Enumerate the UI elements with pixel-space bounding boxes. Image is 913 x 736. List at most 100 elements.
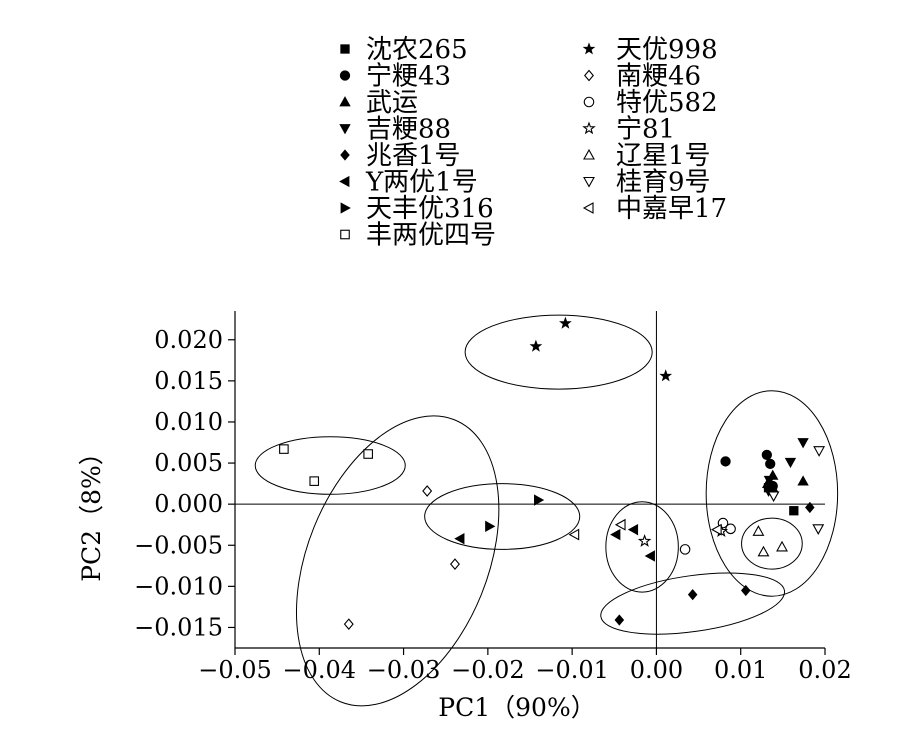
data-point-5-1 bbox=[614, 614, 625, 626]
legend-marker-6 bbox=[339, 175, 350, 188]
data-point-11-3 bbox=[725, 523, 736, 535]
legend-label: 武运 bbox=[366, 88, 418, 118]
data-point-9-2 bbox=[559, 316, 572, 329]
x-tick-label: −0.01 bbox=[535, 656, 609, 684]
data-point-4-3 bbox=[763, 475, 776, 487]
data-point-14-1 bbox=[813, 446, 826, 457]
data-point-4-2 bbox=[784, 457, 797, 469]
legend-label: 吉粳88 bbox=[366, 115, 451, 145]
legend-marker-3 bbox=[339, 96, 351, 107]
y-tick-label: −0.010 bbox=[134, 572, 223, 600]
cluster-ellipse bbox=[705, 390, 839, 597]
cluster-ellipse bbox=[605, 501, 679, 593]
y-tick-label: 0.005 bbox=[154, 449, 223, 477]
data-point-15-3 bbox=[710, 523, 722, 536]
cluster-ellipse bbox=[741, 517, 803, 570]
legend-label: 天丰优316 bbox=[366, 194, 494, 224]
y-tick-label: 0.000 bbox=[154, 490, 223, 518]
legend-marker-13 bbox=[583, 148, 595, 160]
data-point-8-3 bbox=[363, 449, 373, 459]
data-point-5-3 bbox=[740, 584, 751, 597]
legend-marker-1 bbox=[340, 44, 350, 54]
data-point-14-2 bbox=[812, 524, 825, 535]
x-tick-label: 0.02 bbox=[798, 656, 851, 684]
legend-label: 特优582 bbox=[616, 88, 718, 118]
data-points bbox=[279, 316, 826, 631]
data-point-15-1 bbox=[568, 528, 580, 541]
y-axis-label: PC2（8%） bbox=[77, 440, 106, 582]
data-point-6-4 bbox=[644, 550, 655, 562]
data-point-7-2 bbox=[534, 494, 545, 506]
y-tick-label: −0.015 bbox=[134, 613, 223, 641]
data-point-5-2 bbox=[687, 588, 698, 601]
data-point-9-1 bbox=[529, 339, 543, 352]
data-point-3-3 bbox=[797, 475, 809, 486]
data-point-8-1 bbox=[279, 444, 289, 454]
legend-marker-14 bbox=[583, 176, 595, 188]
legend-label: 中嘉早17 bbox=[616, 194, 727, 224]
legend-marker-9 bbox=[582, 42, 596, 55]
data-point-2-2 bbox=[761, 449, 772, 460]
cluster-ellipse bbox=[295, 415, 500, 707]
data-point-7-1 bbox=[485, 520, 496, 533]
legend-marker-8 bbox=[340, 229, 350, 240]
legend-label: 桂育9号 bbox=[616, 168, 711, 198]
legend-marker-12 bbox=[582, 121, 596, 135]
legend-marker-4 bbox=[339, 124, 351, 135]
legend-label: 兆香1号 bbox=[366, 141, 461, 171]
x-tick-label: −0.03 bbox=[367, 656, 441, 684]
x-tick-label: −0.04 bbox=[283, 656, 357, 684]
y-tick-label: −0.005 bbox=[134, 531, 223, 559]
data-point-10-1 bbox=[343, 618, 354, 631]
legend-label: 天优998 bbox=[616, 35, 718, 65]
legend-marker-15 bbox=[582, 202, 594, 214]
data-point-2-1 bbox=[720, 456, 731, 467]
cluster-ellipse bbox=[464, 314, 653, 390]
x-axis-label: PC1（90%） bbox=[438, 693, 595, 722]
legend-marker-11 bbox=[583, 96, 595, 108]
y-tick-label: 0.020 bbox=[154, 326, 223, 354]
legend-label: Y两优1号 bbox=[365, 168, 478, 198]
legend-label: 宁粳43 bbox=[366, 62, 451, 92]
axes: −0.05 −0.04 −0.03 −0.02 −0.01 0.00 0.01 0.02 0.0… bbox=[134, 311, 852, 684]
reference-lines bbox=[235, 311, 825, 648]
data-point-14-3 bbox=[767, 491, 780, 503]
legend-label: 辽星1号 bbox=[616, 141, 711, 171]
cluster-ellipse bbox=[254, 436, 406, 495]
data-point-10-2 bbox=[450, 558, 460, 571]
x-tick-label: −0.02 bbox=[451, 656, 525, 684]
data-point-6-1 bbox=[454, 533, 465, 545]
data-point-15-2 bbox=[614, 518, 626, 531]
x-tick-label: 0.00 bbox=[630, 656, 683, 684]
legend-marker-7 bbox=[340, 202, 351, 214]
data-point-12-1 bbox=[637, 534, 652, 547]
cluster-ellipses bbox=[254, 314, 839, 707]
y-tick-label: 0.015 bbox=[154, 367, 223, 395]
legend-label: 丰两优四号 bbox=[366, 221, 496, 251]
cluster-ellipse bbox=[424, 483, 581, 550]
data-point-1-2 bbox=[789, 506, 799, 516]
data-point-13-1 bbox=[752, 525, 765, 536]
data-point-5-4 bbox=[805, 501, 815, 514]
plot-area: −0.05 −0.04 −0.03 −0.02 −0.01 0.00 0.01 0.02 0.0… bbox=[134, 311, 852, 707]
data-point-6-3 bbox=[627, 523, 639, 536]
legend-marker-2 bbox=[339, 70, 351, 81]
data-point-6-2 bbox=[610, 528, 621, 541]
data-point-2-3 bbox=[765, 458, 776, 470]
legend-label: 宁81 bbox=[616, 115, 675, 145]
x-tick-label: 0.01 bbox=[714, 656, 767, 684]
data-point-13-2 bbox=[757, 545, 770, 557]
data-point-11-1 bbox=[679, 544, 691, 555]
data-point-10-3 bbox=[422, 485, 433, 497]
data-point-8-2 bbox=[309, 476, 320, 486]
y-tick-label: 0.010 bbox=[154, 408, 223, 436]
cluster-ellipse bbox=[600, 572, 786, 635]
x-tick-label: −0.05 bbox=[198, 656, 272, 684]
data-point-9-3 bbox=[659, 369, 673, 382]
legend-label: 沈农265 bbox=[366, 35, 468, 65]
legend-marker-10 bbox=[584, 69, 594, 82]
legend-label: 南粳46 bbox=[616, 62, 701, 92]
